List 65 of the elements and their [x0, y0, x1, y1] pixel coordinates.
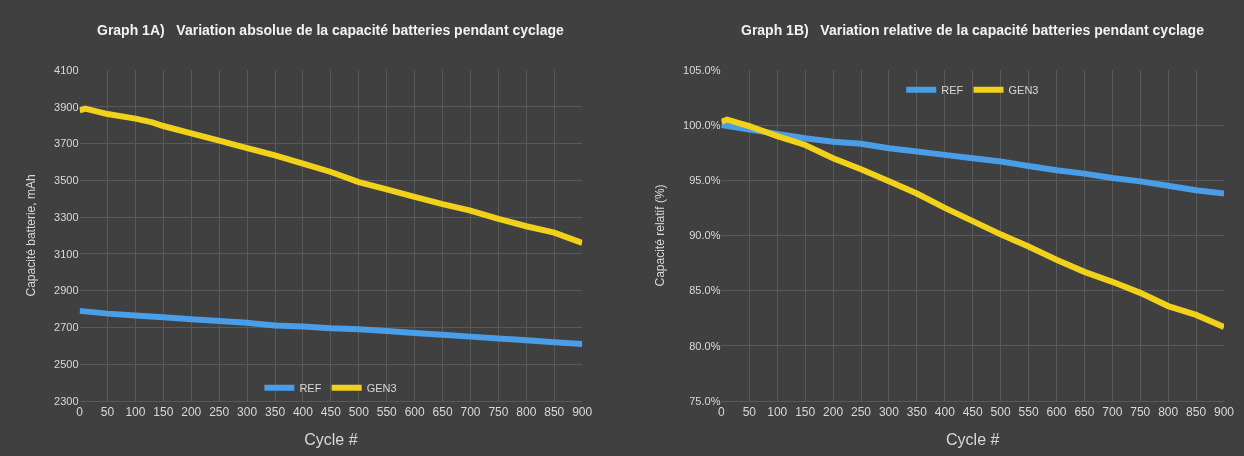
x-tick-label: 200	[823, 405, 844, 420]
legend-label: REF	[299, 382, 322, 395]
y-tick-label: 2900	[54, 284, 79, 297]
y-tick-label: 75.0%	[689, 394, 721, 407]
x-tick-label: 50	[742, 405, 757, 420]
x-tick-label: 250	[209, 405, 230, 420]
x-tick-label: 450	[320, 405, 342, 420]
x-tick-label: 350	[265, 405, 286, 420]
x-tick-label: 200	[181, 405, 202, 420]
y-tick-label: 3300	[54, 210, 79, 223]
x-tick-label: 550	[376, 405, 398, 420]
y-axis-title: Capacité batterie, mAh	[24, 174, 39, 297]
x-tick-label: 100	[125, 405, 146, 420]
x-axis-title: Cycle #	[304, 431, 358, 449]
x-tick-label: 150	[153, 405, 174, 420]
chart-title: Graph 1B) Variation relative de la capacité batteries pendant cyclage	[741, 22, 1205, 38]
x-tick-label: 150	[795, 405, 816, 420]
x-tick-label: 500	[990, 405, 1011, 420]
x-tick-label: 400	[292, 405, 314, 420]
y-tick-label: 105.0%	[683, 63, 721, 76]
y-tick-label: 95.0%	[689, 174, 721, 187]
y-tick-label: 2700	[54, 321, 79, 334]
x-tick-label: 700	[460, 405, 481, 420]
y-tick-label: 3700	[54, 137, 79, 150]
chart-title: Graph 1A) Variation absolue de la capacité batteries pendant cyclage	[97, 22, 565, 38]
y-tick-label: 3100	[54, 247, 79, 260]
x-tick-label: 800	[1158, 405, 1179, 420]
x-tick-label: 350	[906, 405, 928, 420]
x-tick-label: 500	[348, 405, 370, 420]
x-tick-label: 100	[767, 405, 788, 420]
y-tick-label: 90.0%	[689, 229, 721, 242]
x-tick-label: 50	[100, 405, 115, 420]
x-tick-label: 650	[432, 405, 453, 420]
x-tick-label: 750	[488, 405, 509, 420]
x-tick-label: 0	[76, 405, 84, 420]
x-tick-label: 650	[1074, 405, 1095, 420]
y-tick-label: 85.0%	[689, 284, 721, 297]
x-tick-label: 450	[962, 405, 984, 420]
x-tick-label: 700	[1102, 405, 1123, 420]
x-tick-label: 850	[544, 405, 565, 420]
x-tick-label: 400	[934, 405, 956, 420]
y-tick-label: 4100	[54, 63, 79, 76]
x-tick-label: 600	[1046, 405, 1067, 420]
x-tick-label: 300	[878, 405, 900, 420]
y-tick-label: 80.0%	[689, 339, 721, 352]
x-tick-label: 800	[516, 405, 537, 420]
x-axis-title: Cycle #	[946, 431, 1000, 449]
x-tick-label: 300	[237, 405, 258, 420]
x-tick-label: 250	[851, 405, 872, 420]
x-tick-label: 900	[572, 405, 593, 420]
y-tick-label: 100.0%	[683, 118, 721, 131]
x-tick-label: 750	[1130, 405, 1151, 420]
y-tick-label: 3500	[54, 174, 79, 187]
y-axis-title: Capacité relatif (%)	[653, 184, 668, 287]
y-tick-label: 2500	[54, 358, 79, 371]
legend-label: GEN3	[1008, 84, 1039, 97]
y-tick-label: 2300	[54, 394, 79, 407]
y-tick-label: 3900	[54, 100, 79, 113]
x-tick-label: 900	[1213, 405, 1235, 420]
x-tick-label: 550	[1018, 405, 1039, 420]
x-tick-label: 600	[404, 405, 425, 420]
legend-label: GEN3	[366, 382, 397, 395]
x-tick-label: 0	[718, 405, 726, 420]
x-tick-label: 850	[1186, 405, 1207, 420]
legend-label: REF	[941, 84, 964, 97]
